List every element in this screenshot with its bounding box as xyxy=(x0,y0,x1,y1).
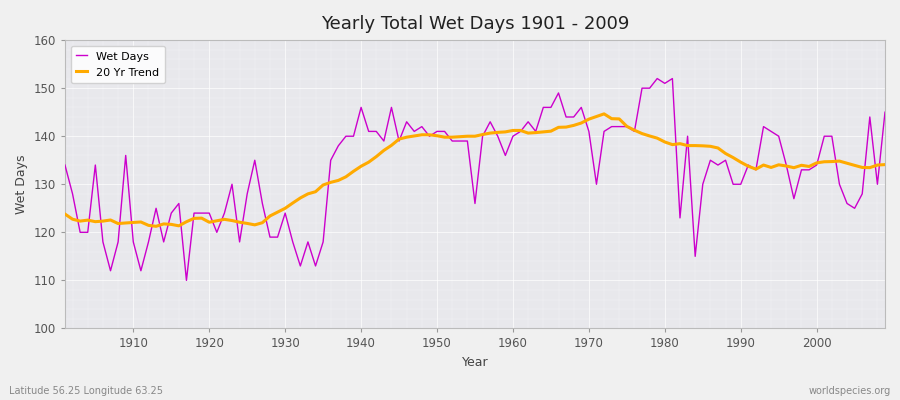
20 Yr Trend xyxy=(598,112,609,116)
20 Yr Trend xyxy=(295,196,306,200)
20 Yr Trend xyxy=(515,128,526,133)
20 Yr Trend xyxy=(59,212,70,216)
Wet Days xyxy=(652,76,662,81)
Title: Yearly Total Wet Days 1901 - 2009: Yearly Total Wet Days 1901 - 2009 xyxy=(320,15,629,33)
Text: Latitude 56.25 Longitude 63.25: Latitude 56.25 Longitude 63.25 xyxy=(9,386,163,396)
Wet Days xyxy=(340,134,351,139)
Legend: Wet Days, 20 Yr Trend: Wet Days, 20 Yr Trend xyxy=(70,46,165,83)
X-axis label: Year: Year xyxy=(462,356,489,369)
20 Yr Trend xyxy=(508,128,518,133)
20 Yr Trend xyxy=(150,224,161,229)
Wet Days xyxy=(181,278,192,283)
Wet Days xyxy=(121,153,131,158)
Wet Days xyxy=(607,124,617,129)
Line: 20 Yr Trend: 20 Yr Trend xyxy=(65,114,885,226)
20 Yr Trend xyxy=(879,162,890,167)
Wet Days xyxy=(508,134,518,139)
20 Yr Trend xyxy=(340,174,351,179)
Y-axis label: Wet Days: Wet Days xyxy=(15,154,28,214)
Wet Days xyxy=(515,129,526,134)
20 Yr Trend xyxy=(614,116,625,121)
Wet Days xyxy=(879,110,890,114)
20 Yr Trend xyxy=(121,220,131,225)
Wet Days xyxy=(295,264,306,268)
Line: Wet Days: Wet Days xyxy=(65,78,885,280)
Text: worldspecies.org: worldspecies.org xyxy=(809,386,891,396)
Wet Days xyxy=(59,163,70,168)
